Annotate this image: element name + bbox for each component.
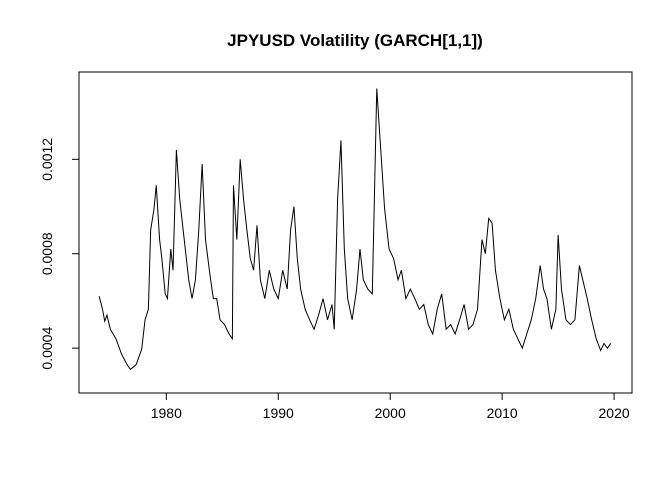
x-tick-label: 2010	[487, 405, 518, 421]
y-tick-label: 0.0012	[39, 138, 55, 181]
x-tick-label: 1980	[151, 405, 182, 421]
volatility-line	[98, 88, 612, 371]
y-tick-label: 0.0004	[39, 327, 55, 370]
plot-frame	[78, 71, 633, 394]
chart-title: JPYUSD Volatility (GARCH[1,1])	[227, 31, 483, 50]
x-tick-label: 2000	[375, 405, 406, 421]
y-tick-label: 0.0008	[39, 232, 55, 275]
x-tick-label: 1990	[263, 405, 294, 421]
x-tick-label: 2020	[599, 405, 630, 421]
